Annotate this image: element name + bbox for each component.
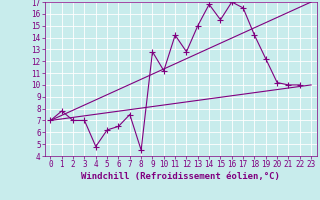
X-axis label: Windchill (Refroidissement éolien,°C): Windchill (Refroidissement éolien,°C) xyxy=(81,172,280,181)
